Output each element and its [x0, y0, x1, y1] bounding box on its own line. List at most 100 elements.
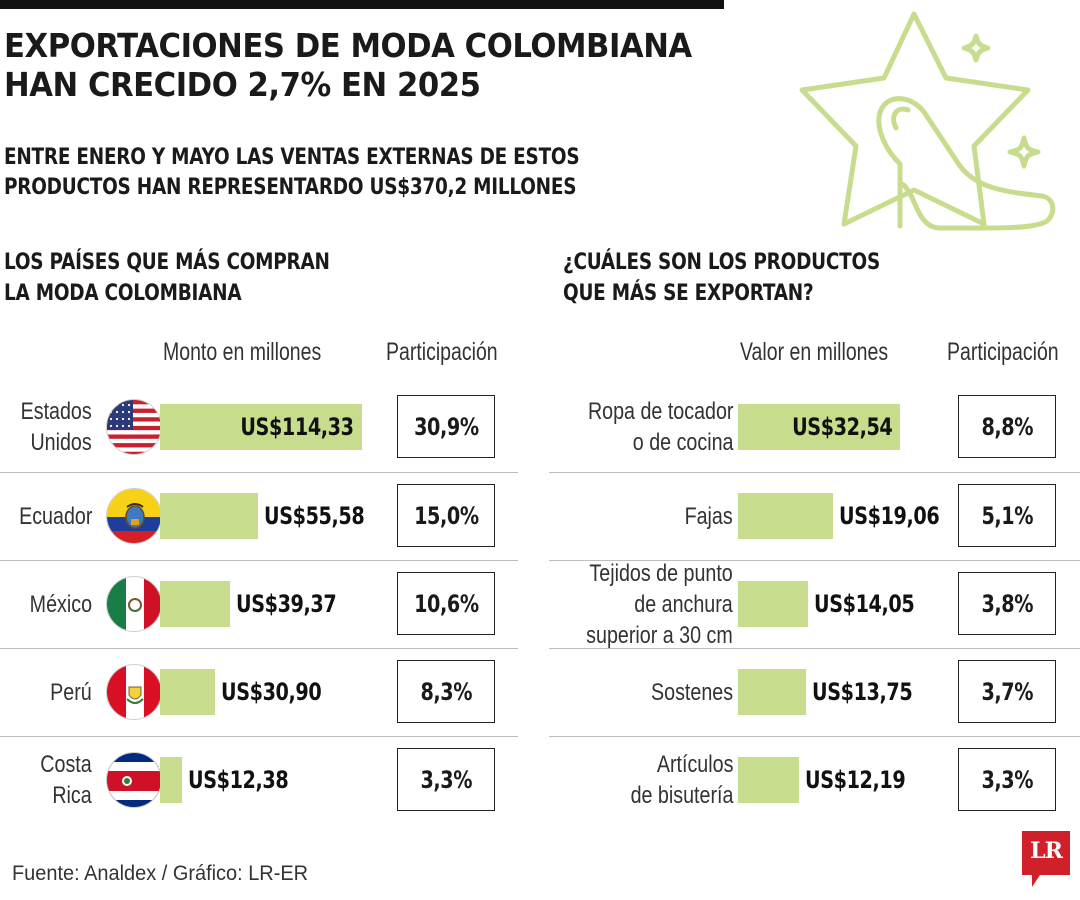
share-box: 3,7%: [958, 660, 1056, 723]
category-label: México: [30, 589, 92, 620]
lr-logo-text: LR: [1030, 838, 1063, 864]
source-note: Fuente: Analdex / Gráfico: LR-ER: [12, 862, 309, 885]
share-box: 30,9%: [397, 395, 495, 458]
category-label: Fajas: [685, 501, 733, 532]
usa-flag-icon: [106, 399, 162, 455]
share-box: 3,3%: [397, 748, 495, 811]
category-label-line: Estados: [20, 398, 92, 425]
countries-title-line-2: LA MODA COLOMBIANA: [4, 280, 242, 306]
category-label-line: Costa: [40, 751, 92, 778]
share-value: 3,3%: [981, 765, 1033, 794]
category-label-line: Fajas: [684, 502, 733, 530]
row-divider: [549, 472, 1080, 473]
products-share-header: Participación: [947, 338, 1059, 366]
lr-logo: LR: [1022, 831, 1070, 887]
countries-section-title: LOS PAÍSES QUE MÁS COMPRAN LA MODA COLOM…: [4, 247, 330, 309]
share-value: 5,1%: [981, 501, 1033, 530]
bar-value-label: US$12,38: [187, 766, 289, 794]
countries-title-line-1: LOS PAÍSES QUE MÁS COMPRAN: [4, 249, 330, 275]
row-divider: [0, 736, 518, 737]
category-label: Ecuador: [19, 501, 92, 532]
row-divider: [0, 560, 518, 561]
category-label-line: México: [29, 590, 92, 618]
category-label-line: de bisutería: [630, 782, 733, 809]
share-value: 10,6%: [413, 589, 479, 618]
subtitle-line-2: PRODUCTOS HAN REPRESENTARDO US$370,2 MIL…: [4, 174, 577, 200]
title-line-1: EXPORTACIONES DE MODA COLOMBIANA: [4, 26, 692, 65]
category-label-line: Artículos: [656, 751, 733, 778]
page-title: EXPORTACIONES DE MODA COLOMBIANA HAN CRE…: [4, 26, 692, 104]
category-label: Perú: [50, 677, 92, 708]
products-value-header: Valor en millones: [740, 338, 889, 366]
share-value: 3,8%: [981, 589, 1033, 618]
countries-value-header: Monto en millones: [163, 338, 322, 366]
decoration: [796, 6, 1066, 238]
share-value: 3,3%: [420, 765, 472, 794]
ecuador-flag-icon: [106, 488, 162, 544]
peru-flag-icon: [106, 664, 162, 720]
share-box: 10,6%: [397, 572, 495, 635]
page-subtitle: ENTRE ENERO Y MAYO LAS VENTAS EXTERNAS D…: [4, 142, 580, 202]
share-box: 8,8%: [958, 395, 1056, 458]
countries-share-header: Participación: [386, 338, 498, 366]
bar-value-label: US$12,19: [804, 766, 906, 794]
category-label: Artículos de bisutería: [630, 749, 733, 811]
category-label-line: o de cocina: [632, 429, 733, 456]
share-box: 3,8%: [958, 572, 1056, 635]
bar-value-label: US$13,75: [812, 678, 913, 706]
share-value: 8,8%: [981, 412, 1033, 441]
data-bar: [738, 493, 833, 539]
costa-rica-flag-icon: [106, 752, 162, 808]
data-bar: [738, 404, 900, 450]
category-label: Ropa de tocador o de cocina: [587, 396, 733, 458]
category-label-line: Sostenes: [650, 678, 733, 706]
category-label-line: Ropa de tocador: [587, 398, 733, 425]
share-value: 8,3%: [420, 677, 472, 706]
bar-value-label: US$39,37: [235, 590, 337, 618]
category-label-line: Tejidos de punto: [589, 559, 733, 587]
row-divider: [0, 472, 518, 473]
bar-value-label: US$55,58: [264, 502, 365, 530]
subtitle-line-1: ENTRE ENERO Y MAYO LAS VENTAS EXTERNAS D…: [4, 144, 580, 170]
category-label: Sostenes: [651, 677, 733, 708]
data-bar: [160, 493, 259, 539]
products-section-title: ¿CUÁLES SON LOS PRODUCTOS QUE MÁS SE EXP…: [563, 247, 880, 309]
bar-value-label: US$32,54: [791, 413, 893, 441]
high-heel-shoe-icon: [876, 96, 1056, 231]
category-label-line: de anchura: [634, 590, 733, 618]
data-bar: [738, 581, 808, 627]
share-value: 30,9%: [413, 412, 479, 441]
share-value: 15,0%: [413, 501, 479, 530]
category-label: Estados Unidos: [21, 396, 92, 458]
data-bar: [160, 404, 362, 450]
data-bar: [738, 757, 799, 803]
products-title-line-2: QUE MÁS SE EXPORTAN?: [563, 280, 814, 306]
share-box: 5,1%: [958, 484, 1056, 547]
data-bar: [160, 581, 230, 627]
category-label-line: Ecuador: [18, 502, 92, 530]
star-icon: [799, 11, 1031, 227]
share-value: 3,7%: [981, 677, 1033, 706]
data-bar: [738, 669, 807, 715]
bar-value-label: US$14,05: [813, 590, 915, 618]
products-title-line-1: ¿CUÁLES SON LOS PRODUCTOS: [563, 249, 881, 275]
category-label-line: superior a 30 cm: [586, 621, 733, 649]
share-box: 8,3%: [397, 660, 495, 723]
row-divider: [0, 648, 518, 649]
data-bar: [160, 757, 182, 803]
bar-value-label: US$114,33: [240, 413, 355, 441]
row-divider: [549, 736, 1080, 737]
bar-value-label: US$19,06: [838, 502, 940, 530]
share-box: 15,0%: [397, 484, 495, 547]
bar-value-label: US$30,90: [220, 678, 322, 706]
row-divider: [549, 560, 1080, 561]
category-label: Costa Rica: [41, 749, 92, 811]
category-label-line: Rica: [52, 782, 92, 809]
data-bar: [160, 669, 215, 715]
share-box: 3,3%: [958, 748, 1056, 811]
sparkle-icon: [961, 33, 1041, 169]
mexico-flag-icon: [106, 576, 162, 632]
title-line-2: HAN CRECIDO 2,7% EN 2025: [4, 65, 481, 104]
row-divider: [549, 648, 1080, 649]
category-label-line: Unidos: [30, 429, 92, 456]
